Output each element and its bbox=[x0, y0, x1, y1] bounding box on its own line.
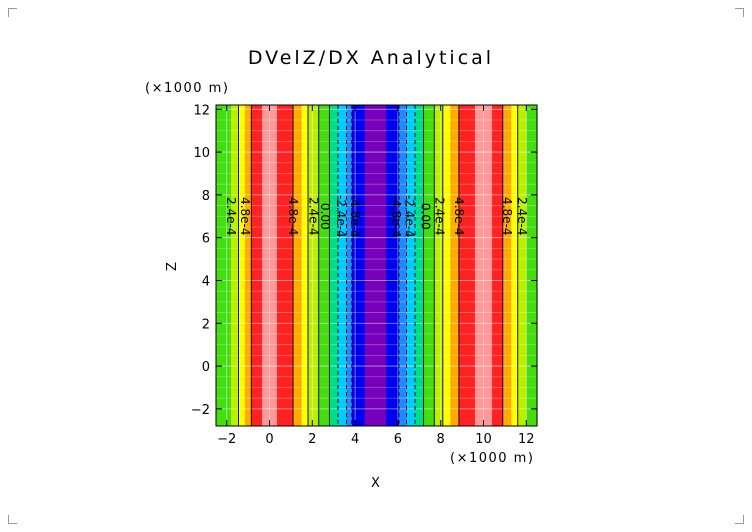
x-tick-label-3: 4 bbox=[351, 432, 359, 447]
color-band-11 bbox=[329, 105, 339, 426]
crop-mark-bottom-left bbox=[8, 515, 17, 524]
color-band-10 bbox=[318, 105, 331, 426]
x-tick-label-7: 12 bbox=[518, 432, 535, 447]
y-axis-label: Z bbox=[165, 261, 180, 271]
contour-label-4: 0.00 bbox=[318, 203, 332, 230]
contour-label-10: 2.4e-4 bbox=[433, 197, 447, 235]
color-band-27 bbox=[502, 105, 512, 426]
color-band-19 bbox=[415, 105, 425, 426]
x-tick-label-5: 8 bbox=[437, 432, 445, 447]
grid-lines bbox=[216, 105, 537, 426]
contour-label-6: -4.8e-4 bbox=[348, 195, 362, 238]
y-tick-label-2: 2 bbox=[202, 317, 210, 332]
color-band-2 bbox=[238, 105, 246, 426]
crop-mark-top-left bbox=[8, 8, 17, 17]
chart-title: DVelZ/DX Analytical bbox=[248, 47, 494, 69]
x-tick-label-2: 2 bbox=[308, 432, 316, 447]
contour-label-2: 4.8e-4 bbox=[286, 197, 300, 235]
crop-mark-top-right bbox=[735, 8, 744, 17]
x-axis-label: X bbox=[371, 476, 381, 491]
y-tick-label-7: 12 bbox=[193, 103, 210, 118]
x-axis-units: (×1000 m) bbox=[450, 451, 534, 466]
color-band-1 bbox=[230, 105, 240, 426]
color-band-28 bbox=[511, 105, 519, 426]
contour-label-0: 2.4e-4 bbox=[224, 197, 238, 235]
color-band-14 bbox=[351, 105, 366, 426]
color-band-8 bbox=[301, 105, 309, 426]
contour-label-8: -2.4e-4 bbox=[403, 195, 417, 238]
color-band-4 bbox=[251, 105, 263, 426]
color-band-30 bbox=[526, 105, 538, 426]
color-band-12 bbox=[337, 105, 348, 426]
y-tick-label-4: 6 bbox=[202, 232, 210, 247]
color-band-16 bbox=[386, 105, 400, 426]
color-band-18 bbox=[406, 105, 416, 426]
color-band-6 bbox=[276, 105, 294, 426]
color-band-13 bbox=[346, 105, 353, 426]
color-band-23 bbox=[450, 105, 460, 426]
color-band-17 bbox=[398, 105, 408, 426]
contour-labels: 2.4e-4 4.8e-4 4.8e-4 2.4e-40.00 -2.4e-4 -4.8e… bbox=[224, 195, 529, 238]
contour-label-12: 4.8e-4 bbox=[500, 197, 514, 235]
color-band-20 bbox=[423, 105, 435, 426]
y-axis-units: (×1000 m) bbox=[145, 81, 229, 96]
contour-label-1: 4.8e-4 bbox=[238, 197, 252, 235]
color-band-3 bbox=[244, 105, 252, 426]
x-tick-label-0: −2 bbox=[217, 432, 236, 447]
color-band-21 bbox=[434, 105, 444, 426]
color-band-9 bbox=[308, 105, 320, 426]
contour-label-11: 4.8e-4 bbox=[452, 197, 466, 235]
contour-lines bbox=[238, 105, 519, 426]
y-tick-label-6: 10 bbox=[193, 146, 210, 161]
y-tick-label-3: 4 bbox=[202, 274, 210, 289]
y-tick-label-5: 8 bbox=[202, 189, 210, 204]
y-axis-ticks: −2 0 2 4 6 8 10 12 bbox=[191, 103, 537, 418]
y-tick-label-1: 0 bbox=[202, 360, 210, 375]
color-band-22 bbox=[442, 105, 451, 426]
color-band-15 bbox=[364, 105, 387, 426]
x-tick-label-1: 0 bbox=[265, 432, 273, 447]
contour-label-9: 0.00 bbox=[419, 203, 433, 230]
plot-frame bbox=[215, 104, 538, 427]
color-band-24 bbox=[458, 105, 476, 426]
color-bands bbox=[216, 105, 538, 426]
contour-label-3: 2.4e-4 bbox=[306, 197, 320, 235]
color-band-29 bbox=[517, 105, 527, 426]
x-tick-label-4: 6 bbox=[394, 432, 402, 447]
x-tick-label-6: 10 bbox=[475, 432, 492, 447]
x-axis-ticks: −2 0 2 4 6 8 10 12 bbox=[217, 105, 535, 447]
crop-mark-bottom-right bbox=[735, 515, 744, 524]
color-band-26 bbox=[492, 105, 504, 426]
color-band-0 bbox=[216, 105, 232, 426]
y-tick-label-0: −2 bbox=[191, 403, 210, 418]
contour-label-13: 2.4e-4 bbox=[515, 197, 529, 235]
color-band-7 bbox=[293, 105, 303, 426]
contour-label-5: -2.4e-4 bbox=[334, 195, 348, 238]
contour-label-7: -4.8e-4 bbox=[389, 195, 403, 238]
